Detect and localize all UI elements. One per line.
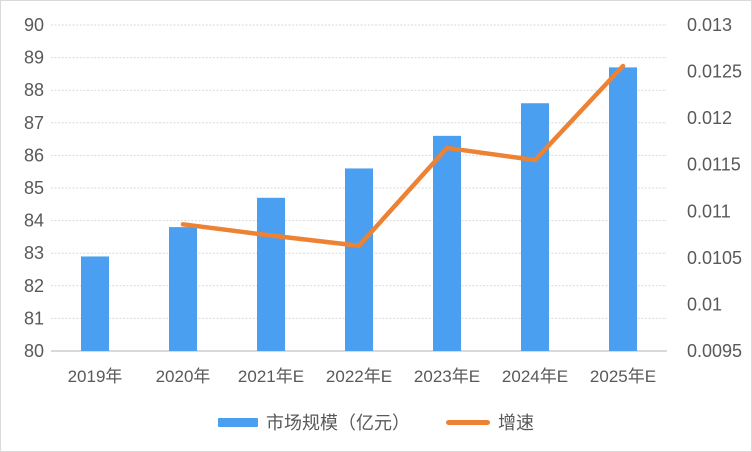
left-axis-tick-label: 80 [24,341,44,361]
right-axis-tick-label: 0.0115 [687,155,741,175]
bar-2019年[interactable] [81,256,109,351]
left-axis-tick-label: 83 [24,243,44,263]
line-series-swatch-icon [446,419,490,425]
chart-legend: 市场规模（亿元） 增速 [1,407,751,437]
x-axis-category-label: 2025年E [590,367,656,386]
left-axis-tick-label: 86 [24,145,44,165]
left-axis-tick-label: 85 [24,178,44,198]
x-axis-category-label: 2024年E [502,367,568,386]
left-axis-tick-label: 81 [24,308,44,328]
legend-label-market-size: 市场规模（亿元） [266,413,410,433]
left-axis-tick-label: 88 [24,80,44,100]
right-axis-tick-label: 0.01 [687,294,722,314]
bar-2024年E[interactable] [521,103,549,352]
right-axis-tick-label: 0.011 [687,201,731,221]
growth-rate-line[interactable] [180,63,626,248]
x-axis-category-label: 2019年 [68,367,123,386]
x-axis-category-label: 2021年E [238,367,304,386]
bar-2025年E[interactable] [609,67,637,351]
left-axis-tick-label: 89 [24,48,44,68]
x-axis-category-label: 2023年E [414,367,480,386]
bar-series-swatch-icon [218,417,258,427]
right-axis-tick-label: 0.0105 [687,248,742,268]
bar-2021年E[interactable] [257,197,285,351]
bar-2020年[interactable] [169,227,197,351]
left-axis-tick-label: 90 [24,15,44,35]
x-axis-category-label: 2022年E [326,367,392,386]
x-axis-category-label: 2020年 [156,367,211,386]
legend-item-growth[interactable]: 增速 [446,409,534,435]
legend-label-growth: 增速 [498,413,534,433]
bar-2022年E[interactable] [345,168,373,351]
right-axis-tick-label: 0.013 [687,15,732,35]
right-axis-tick-label: 0.0125 [687,62,742,82]
right-axis-tick-label: 0.012 [687,108,732,128]
legend-item-market-size[interactable]: 市场规模（亿元） [218,409,410,435]
right-axis-tick-label: 0.0095 [687,341,742,361]
left-axis-tick-label: 82 [24,276,44,296]
left-axis-tick-label: 87 [24,113,44,133]
bar-2023年E[interactable] [433,135,461,351]
left-axis-tick-label: 84 [24,211,44,231]
